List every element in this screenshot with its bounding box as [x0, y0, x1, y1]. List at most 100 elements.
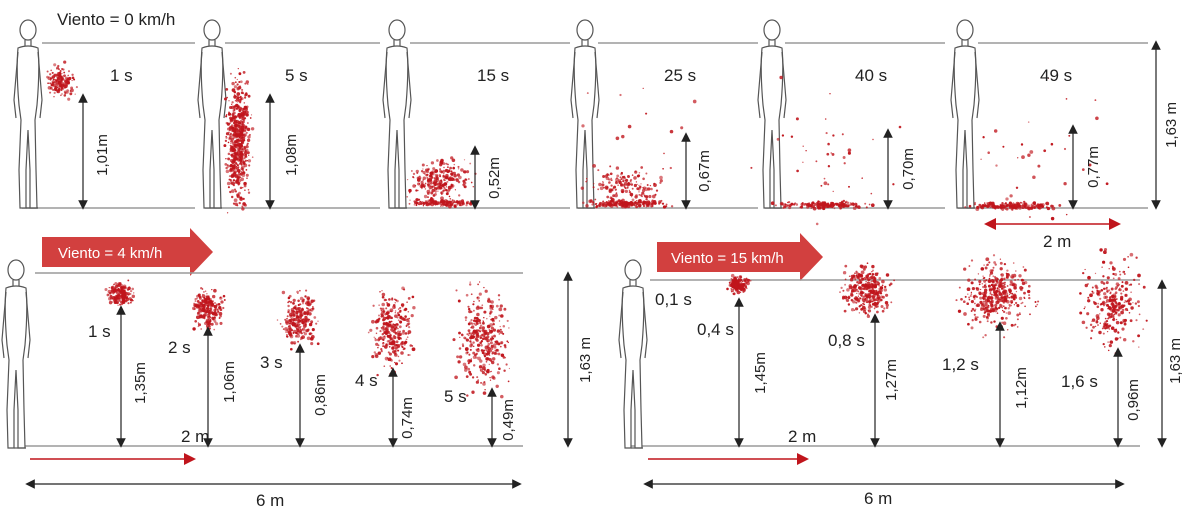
bottom-left-panel: Viento = 4 km/h 1 s 2 s 3 s 4 s 5 s 1,35…: [1, 228, 594, 510]
droplet: [624, 189, 629, 193]
droplet: [493, 334, 496, 338]
droplet: [122, 296, 126, 300]
droplet: [231, 113, 235, 117]
droplet: [492, 328, 497, 332]
droplet: [974, 201, 977, 204]
droplet: [486, 370, 490, 374]
droplet: [1090, 337, 1093, 340]
droplet: [310, 310, 312, 312]
droplet: [229, 144, 232, 147]
droplet: [54, 87, 58, 92]
droplet: [872, 138, 874, 141]
droplet: [394, 312, 396, 314]
droplet: [479, 330, 482, 333]
droplet: [507, 380, 510, 383]
droplet: [610, 188, 614, 192]
droplet: [411, 295, 415, 299]
droplet: [608, 181, 611, 184]
droplet: [1099, 313, 1101, 315]
droplet: [416, 176, 420, 180]
droplet: [243, 203, 247, 207]
droplet: [463, 159, 466, 161]
droplet: [482, 349, 486, 352]
droplet: [1033, 206, 1036, 209]
droplet: [467, 329, 471, 333]
droplet: [1011, 203, 1013, 205]
droplet: [850, 293, 854, 297]
droplet: [987, 284, 991, 288]
droplet: [871, 280, 873, 282]
droplet: [380, 309, 383, 312]
droplet: [1027, 289, 1031, 294]
top-frame-2: 5 s 1,08m: [197, 19, 380, 214]
droplet: [234, 190, 238, 193]
droplet: [867, 293, 870, 297]
droplet: [389, 372, 393, 377]
droplet: [241, 205, 244, 208]
droplet: [308, 322, 313, 327]
droplet: [1014, 206, 1017, 209]
droplet: [847, 296, 851, 300]
droplet: [1005, 272, 1008, 275]
droplet: [974, 317, 978, 321]
droplet: [472, 309, 475, 312]
droplet: [1104, 317, 1107, 320]
droplet: [227, 157, 231, 161]
droplet: [300, 314, 303, 318]
droplet: [56, 89, 61, 94]
droplet: [409, 199, 411, 201]
droplet: [1018, 274, 1022, 278]
droplet: [1008, 288, 1012, 292]
droplet: [246, 142, 249, 145]
droplet: [988, 309, 993, 313]
droplet: [243, 96, 247, 99]
droplet: [1107, 341, 1109, 343]
droplet: [58, 68, 60, 71]
droplet: [1018, 296, 1023, 301]
droplet: [1108, 328, 1110, 330]
droplet: [302, 327, 306, 331]
droplet: [462, 202, 465, 204]
droplet: [306, 336, 311, 341]
droplet: [438, 180, 443, 184]
droplet: [1004, 202, 1007, 205]
droplet: [238, 191, 241, 195]
droplet: [408, 191, 411, 194]
droplet: [124, 291, 128, 295]
droplet: [465, 204, 468, 207]
droplet: [998, 279, 1003, 284]
droplet: [1006, 204, 1009, 207]
droplet: [426, 176, 429, 179]
droplet: [883, 307, 886, 310]
droplet: [407, 311, 410, 313]
droplet: [982, 297, 985, 300]
droplet: [237, 96, 240, 100]
droplet: [989, 287, 993, 290]
droplet: [393, 336, 397, 340]
droplet: [669, 166, 672, 170]
droplet: [299, 338, 302, 341]
droplet: [232, 179, 236, 182]
droplet: [1087, 296, 1090, 299]
droplet: [848, 275, 851, 277]
droplet: [406, 178, 409, 181]
droplet: [475, 306, 480, 310]
droplet: [444, 200, 446, 203]
droplet: [597, 169, 600, 172]
droplet: [1000, 296, 1004, 299]
top-height-1: 1,01m: [94, 134, 111, 176]
droplet: [853, 285, 857, 289]
droplet: [595, 205, 598, 209]
droplet: [479, 369, 482, 371]
droplet: [235, 145, 240, 149]
droplet: [646, 184, 649, 186]
droplet: [883, 288, 888, 292]
droplet: [235, 181, 238, 184]
droplet: [988, 277, 991, 280]
droplet: [863, 277, 867, 280]
droplet: [1138, 283, 1141, 286]
droplet: [728, 281, 731, 284]
droplet: [875, 291, 878, 295]
droplet: [619, 183, 624, 187]
droplet: [1119, 273, 1122, 276]
